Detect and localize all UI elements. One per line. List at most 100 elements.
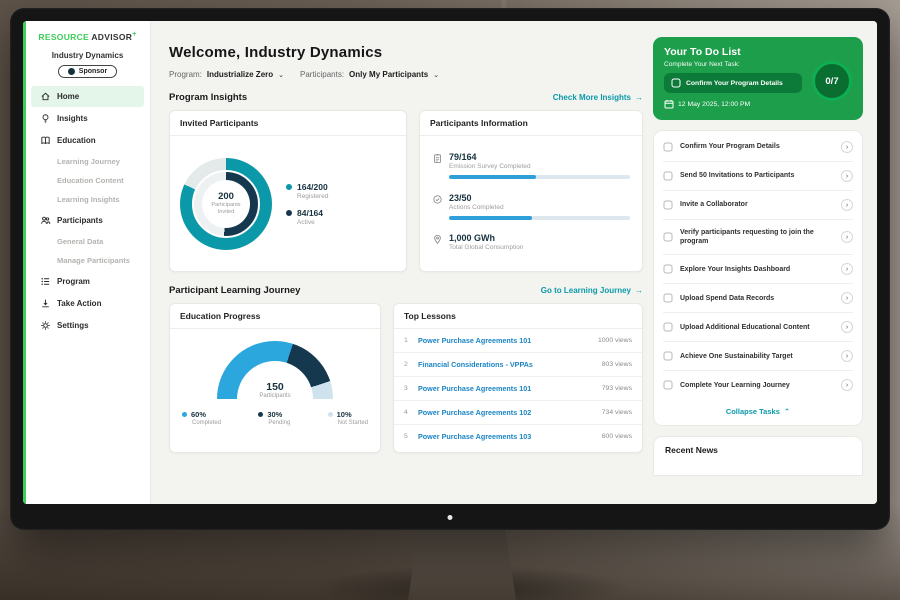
task-label: Confirm Your Program Details (680, 143, 780, 151)
sidebar-item-label: Education (57, 135, 96, 145)
program-insights-heading: Program Insights (169, 92, 248, 103)
todo-subtitle: Complete Your Next Task: (664, 61, 740, 68)
sidebar-item-general-data[interactable]: General Data (57, 236, 104, 246)
survey-label: Emission Survey Completed (449, 162, 531, 170)
active-value: 84/164 (297, 207, 323, 218)
task-row[interactable]: Upload Additional Educational Content › (663, 313, 853, 343)
lesson-rank: 5 (404, 433, 408, 440)
check-more-insights-link[interactable]: Check More Insights → (553, 93, 643, 102)
lesson-link[interactable]: Power Purchase Agreements 101 (418, 384, 532, 393)
chevron-right-icon[interactable]: › (841, 231, 853, 244)
collapse-label: Collapse Tasks (725, 407, 780, 417)
lesson-row: 2 Financial Considerations - VPPAs 803 v… (394, 353, 642, 377)
lesson-row: 5 Power Purchase Agreements 103 600 view… (394, 425, 642, 448)
checkbox-icon[interactable] (663, 142, 673, 152)
sponsor-badge[interactable]: Sponsor (57, 64, 118, 78)
participants-filter-label: Participants: (300, 70, 345, 79)
checkbox-icon[interactable] (663, 171, 673, 181)
task-row[interactable]: Upload Spend Data Records › (663, 284, 853, 314)
download-icon (40, 298, 51, 309)
people-icon (40, 215, 51, 226)
calendar-icon (664, 99, 674, 109)
chevron-right-icon[interactable]: › (841, 350, 853, 363)
collapse-tasks-link[interactable]: Collapse Tasks ⌃ (663, 399, 853, 423)
sidebar-item-settings[interactable]: Settings (31, 315, 144, 336)
participants-filter-value[interactable]: Only My Participants (349, 70, 429, 79)
gauge-label: Participants (259, 393, 291, 399)
program-filter-value[interactable]: Industrialize Zero (206, 70, 274, 79)
next-task-label: Confirm Your Program Details (686, 79, 783, 87)
lesson-row: 4 Power Purchase Agreements 102 734 view… (394, 401, 642, 425)
sidebar-item-education[interactable]: Education (31, 130, 144, 151)
lesson-link[interactable]: Power Purchase Agreements 103 (418, 432, 532, 441)
tasks-card: Confirm Your Program Details › Send 50 I… (653, 130, 863, 427)
checkbox-icon[interactable] (663, 293, 673, 303)
chevron-right-icon[interactable]: › (841, 141, 853, 153)
todo-title: Your To Do List (664, 46, 741, 58)
due-date-label: 12 May 2025, 12:00 PM (678, 100, 751, 108)
monitor-bezel: RESOURCE ADVISOR+ Industry Dynamics Spon… (10, 8, 890, 530)
sidebar-item-learning-journey[interactable]: Learning Journey (57, 156, 120, 166)
link-label: Go to Learning Journey (540, 286, 631, 295)
sidebar-item-home[interactable]: Home (31, 85, 144, 107)
lesson-rank: 1 (404, 337, 408, 344)
task-row[interactable]: Verify participants requesting to join t… (663, 220, 853, 256)
sidebar-item-label: Insights (57, 113, 88, 123)
checkbox-icon[interactable] (663, 264, 673, 274)
org-name: Industry Dynamics (51, 50, 124, 60)
pin-icon (432, 234, 443, 245)
checkbox-icon[interactable] (663, 351, 673, 361)
task-label: Verify participants requesting to join t… (680, 229, 814, 246)
main-content: Welcome, Industry Dynamics Program: Indu… (151, 21, 653, 504)
clipboard-icon (432, 153, 443, 164)
survey-progress-bar (449, 174, 630, 179)
sidebar-item-insights[interactable]: Insights (31, 108, 144, 129)
pending-label: Pending (268, 420, 291, 426)
chevron-right-icon[interactable]: › (841, 379, 853, 392)
filter-bar: Program: Industrialize Zero ⌄ Participan… (169, 70, 643, 79)
info-row-actions: 23/50 Actions Completed (432, 193, 630, 220)
checkbox-icon[interactable] (663, 380, 673, 390)
next-task-pill[interactable]: Confirm Your Program Details (664, 73, 802, 93)
card-title: Invited Participants (170, 111, 406, 136)
chevron-right-icon[interactable]: › (841, 321, 853, 334)
chevron-right-icon[interactable]: › (841, 199, 853, 211)
sidebar-item-manage-participants[interactable]: Manage Participants (57, 255, 130, 265)
sidebar-item-learning-insights[interactable]: Learning Insights (57, 194, 120, 204)
registered-dot-icon (286, 183, 292, 190)
lesson-rank: 4 (404, 409, 408, 416)
checkbox-icon[interactable] (663, 322, 673, 332)
task-label: Explore Your Insights Dashboard (680, 265, 791, 273)
sidebar-item-program[interactable]: Program (31, 271, 144, 292)
chevron-right-icon[interactable]: › (841, 170, 853, 182)
chevron-down-icon[interactable]: ⌄ (278, 71, 285, 79)
task-row[interactable]: Achieve One Sustainability Target › (663, 342, 853, 372)
sidebar-item-education-content[interactable]: Education Content (57, 175, 124, 185)
task-row[interactable]: Invite a Collaborator › (663, 191, 853, 220)
lesson-link[interactable]: Power Purchase Agreements 101 (418, 336, 532, 345)
lesson-link[interactable]: Financial Considerations - VPPAs (418, 360, 533, 369)
lesson-rank: 2 (404, 361, 408, 368)
task-row[interactable]: Explore Your Insights Dashboard › (663, 255, 853, 285)
participants-information-card: Participants Information 79/164 Emission… (419, 110, 643, 272)
actions-progress-bar (449, 215, 630, 220)
todo-header-card: Your To Do List Complete Your Next Task:… (653, 37, 863, 120)
sidebar-item-take-action[interactable]: Take Action (31, 293, 144, 314)
checkbox-icon[interactable] (663, 232, 673, 242)
task-row[interactable]: Complete Your Learning Journey › (663, 371, 853, 399)
legend-not-started: 10% Not Started (327, 410, 368, 426)
sidebar-item-participants[interactable]: Participants (31, 210, 144, 231)
go-to-learning-journey-link[interactable]: Go to Learning Journey → (541, 286, 643, 295)
chevron-right-icon[interactable]: › (841, 292, 853, 305)
task-row[interactable]: Send 50 Invitations to Participants › (663, 162, 853, 191)
chevron-right-icon[interactable]: › (841, 263, 853, 276)
checkbox-icon[interactable] (671, 78, 681, 88)
lesson-link[interactable]: Power Purchase Agreements 102 (418, 408, 532, 417)
task-row[interactable]: Confirm Your Program Details › (663, 133, 853, 162)
top-lessons-card: Top Lessons 1 Power Purchase Agreements … (393, 303, 643, 453)
recent-news-heading: Recent News (665, 445, 718, 456)
chevron-down-icon[interactable]: ⌄ (433, 71, 440, 79)
learning-journey-heading: Participant Learning Journey (169, 285, 301, 296)
checkbox-icon[interactable] (663, 200, 673, 210)
program-filter-label: Program: (169, 70, 202, 79)
